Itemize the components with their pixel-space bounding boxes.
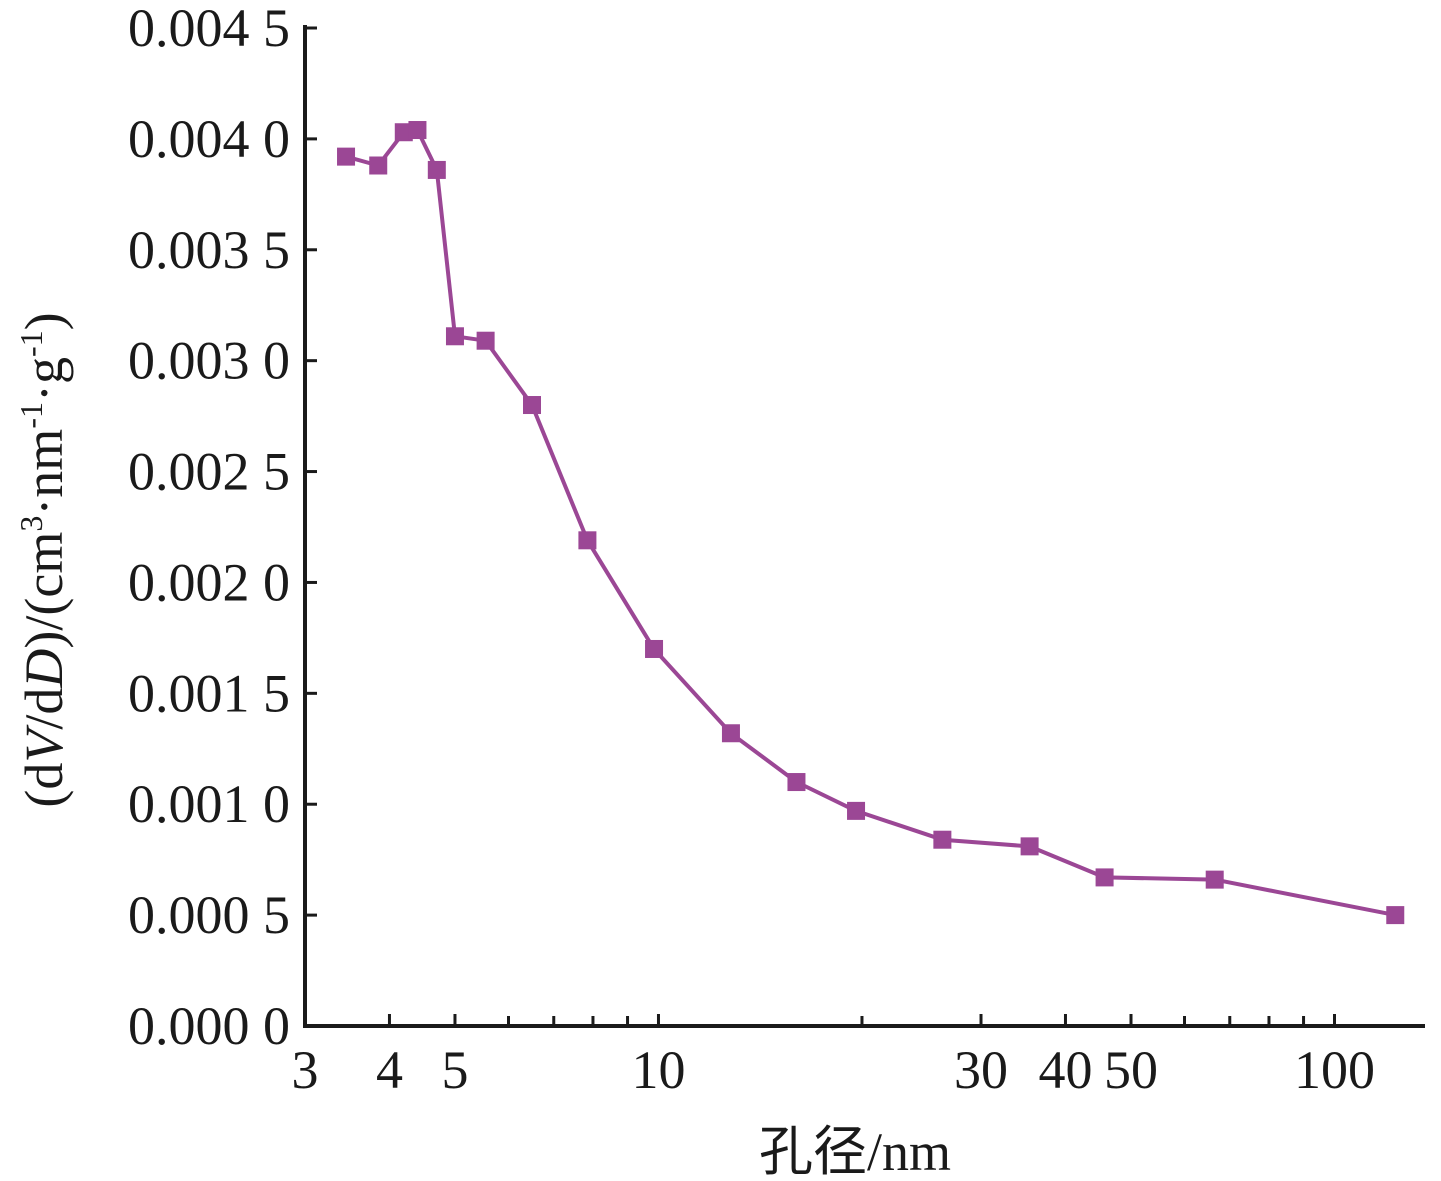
data-point: [1386, 906, 1405, 925]
data-point: [427, 160, 446, 179]
x-tick-label: 50: [1104, 1040, 1158, 1100]
x-axis-title: 孔径/nm: [759, 1122, 951, 1181]
x-tick-label: 4: [376, 1040, 403, 1100]
data-point: [408, 121, 427, 140]
data-point: [523, 396, 542, 415]
data-point: [1205, 870, 1224, 889]
y-tick-label: 0.001 5: [128, 663, 290, 723]
y-ticks: 0.000 0 0.000 5 0.001 0 0.001 5 0.002 0 0.002…: [128, 0, 317, 1056]
data-point: [645, 639, 664, 658]
series-group: [337, 121, 1405, 925]
data-point: [369, 156, 388, 175]
y-tick-label: 0.002 0: [128, 552, 290, 612]
data-point: [578, 531, 597, 550]
y-tick-label: 0.004 0: [128, 109, 290, 169]
x-tick-label: 40: [1038, 1040, 1092, 1100]
x-tick-label: 100: [1294, 1040, 1375, 1100]
axes: [303, 25, 1425, 1028]
y-axis-title: (dV/dD)/(cm3·nm-1·g-1): [13, 312, 74, 807]
series-line: [345, 128, 1396, 918]
y-tick-label: 0.004 5: [128, 0, 290, 58]
data-point: [1020, 837, 1039, 856]
data-point: [787, 773, 806, 792]
data-point: [337, 147, 356, 166]
y-tick-label: 0.003 5: [128, 220, 290, 280]
data-point: [445, 327, 464, 346]
y-tick-label: 0.001 0: [128, 774, 290, 834]
x-tick-label: 30: [954, 1040, 1008, 1100]
data-point: [721, 724, 740, 743]
x-ticks: 3 4 5 10 30 40 50 100: [292, 1014, 1375, 1100]
x-tick-label: 5: [441, 1040, 468, 1100]
y-tick-label: 0.002 5: [128, 442, 290, 502]
data-point: [1095, 868, 1114, 887]
x-tick-label: 3: [292, 1040, 319, 1100]
data-point: [933, 830, 952, 849]
y-tick-label: 0.003 0: [128, 331, 290, 391]
y-tick-label: 0.000 0: [128, 996, 290, 1056]
x-tick-label: 10: [631, 1040, 685, 1100]
data-point: [394, 123, 413, 142]
data-point: [476, 331, 495, 350]
data-point: [847, 801, 866, 820]
y-tick-label: 0.000 5: [128, 885, 290, 945]
